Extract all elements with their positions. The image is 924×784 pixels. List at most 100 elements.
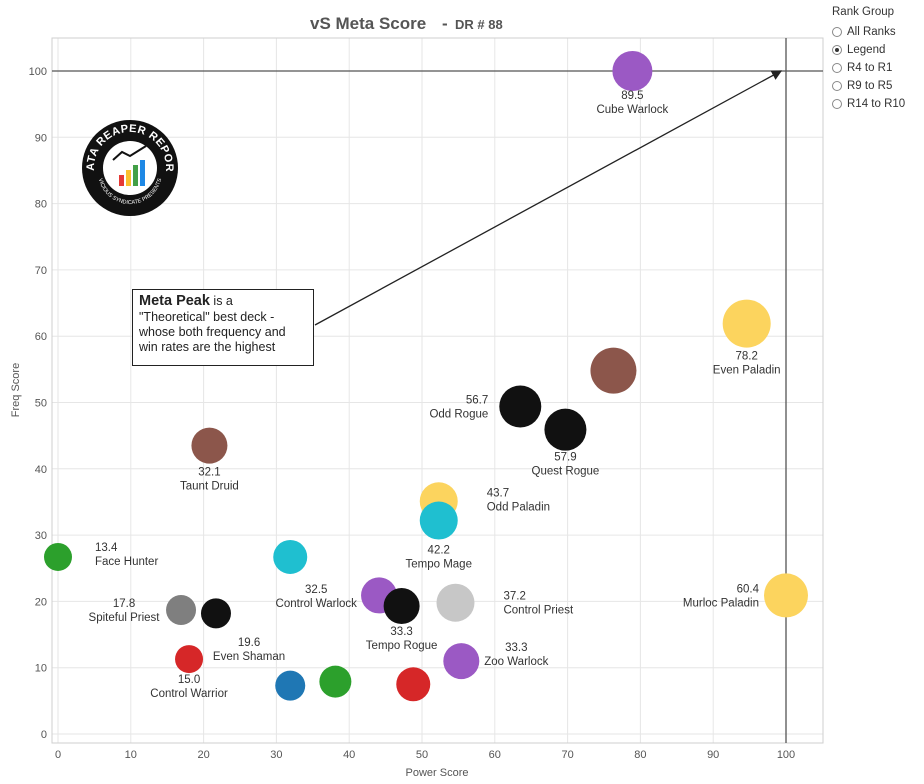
point-score-label: 37.2 (503, 591, 525, 603)
point-score-label: 15.0 (178, 674, 200, 686)
rank-option-r4-r1[interactable]: R4 to R1 (832, 59, 922, 77)
x-tick-label: 100 (777, 749, 795, 761)
point-0[interactable] (612, 51, 653, 91)
point-10[interactable] (764, 573, 808, 618)
logo-inner-circle (103, 141, 157, 195)
point-deck-label: Control Priest (503, 605, 573, 617)
point-14[interactable] (166, 595, 197, 626)
rank-option-label: R14 to R10 (847, 98, 906, 110)
radio-icon[interactable] (832, 99, 842, 109)
annotation-text: is a "Theoretical" best deck - whose bot… (139, 294, 286, 355)
rank-option-label: R4 to R1 (847, 62, 893, 74)
rank-option-r9-r5[interactable]: R9 to R5 (832, 77, 922, 95)
meta-peak-annotation: Meta Peak is a "Theoretical" best deck -… (132, 289, 314, 366)
point-deck-label: Zoo Warlock (484, 656, 548, 668)
rank-group-legend: Rank Group All Ranks Legend R4 to R1 R9 … (832, 6, 922, 113)
point-deck-label: Cube Warlock (596, 104, 668, 116)
point-score-label: 32.1 (198, 467, 220, 479)
point-1[interactable] (722, 299, 771, 348)
point-score-label: 33.3 (390, 626, 412, 638)
chart-title: vS Meta Score (310, 14, 426, 33)
point-score-label: 32.5 (305, 584, 327, 596)
point-3[interactable] (499, 385, 542, 428)
point-15[interactable] (200, 598, 231, 629)
bar-chart-logo-icon (112, 145, 147, 186)
y-tick-label: 10 (35, 663, 47, 675)
rank-option-label: All Ranks (847, 26, 896, 38)
y-tick-label: 40 (35, 464, 47, 476)
data-reaper-logo: DATA REAPER REPORT VICIOUS SYNDICATE PRE… (76, 118, 178, 216)
x-tick-label: 0 (55, 749, 61, 761)
point-deck-label: Murloc Paladin (683, 597, 759, 609)
point-18[interactable] (319, 665, 352, 698)
labels-layer: 89.5 Cube Warlock 78.2 Even Paladin 56.7 Odd … (89, 90, 781, 700)
point-deck-label: Odd Paladin (487, 501, 550, 513)
point-deck-label: Even Paladin (713, 365, 781, 377)
radio-icon[interactable] (832, 27, 842, 37)
point-score-label: 42.2 (428, 545, 450, 557)
point-deck-label: Face Hunter (95, 556, 158, 568)
point-score-label: 56.7 (466, 394, 488, 406)
point-score-label: 17.8 (113, 598, 135, 610)
point-13[interactable] (383, 588, 420, 625)
point-deck-label: Control Warlock (276, 598, 358, 610)
point-2[interactable] (590, 347, 637, 394)
rank-option-label: Legend (847, 44, 886, 56)
x-tick-label: 90 (707, 749, 719, 761)
y-tick-label: 100 (29, 66, 47, 78)
chart-subtitle: DR # 88 (455, 17, 503, 32)
annotation-bold: Meta Peak (139, 293, 210, 309)
point-deck-label: Tempo Mage (406, 559, 472, 571)
x-tick-label: 30 (270, 749, 282, 761)
y-tick-label: 30 (35, 530, 47, 542)
point-deck-label: Control Warrior (150, 688, 228, 700)
title-separator: - (442, 14, 448, 33)
x-tick-label: 40 (343, 749, 355, 761)
x-tick-label: 70 (561, 749, 573, 761)
y-tick-label: 0 (41, 729, 47, 741)
rank-option-all-ranks[interactable]: All Ranks (832, 23, 922, 41)
point-12[interactable] (436, 583, 475, 622)
x-tick-label: 10 (125, 749, 137, 761)
point-deck-label: Even Shaman (213, 651, 285, 663)
point-19[interactable] (275, 670, 306, 701)
y-tick-label: 70 (35, 265, 47, 277)
point-score-label: 57.9 (554, 452, 576, 464)
point-deck-label: Spiteful Priest (89, 612, 161, 624)
point-20[interactable] (396, 667, 431, 702)
rank-option-legend[interactable]: Legend (832, 41, 922, 59)
radio-selected-icon[interactable] (832, 45, 842, 55)
legend-title: Rank Group (832, 6, 895, 18)
point-score-label: 19.6 (238, 637, 260, 649)
x-tick-label: 50 (416, 749, 428, 761)
point-5[interactable] (191, 427, 228, 464)
point-score-label: 60.4 (737, 583, 760, 595)
point-17[interactable] (443, 643, 480, 680)
point-score-label: 43.7 (487, 487, 509, 499)
point-deck-label: Tempo Rogue (366, 640, 438, 652)
point-16[interactable] (175, 645, 204, 674)
y-tick-label: 90 (35, 132, 47, 144)
rank-option-r14-r10[interactable]: R14 to R10 (832, 95, 922, 113)
radio-icon[interactable] (832, 81, 842, 91)
x-tick-label: 60 (489, 749, 501, 761)
point-9[interactable] (273, 539, 308, 574)
y-tick-label: 80 (35, 199, 47, 211)
point-deck-label: Quest Rogue (532, 466, 600, 478)
x-tick-label: 20 (197, 749, 209, 761)
meta-peak-arrow (314, 70, 783, 326)
radio-icon[interactable] (832, 63, 842, 73)
meta-peak-lines (52, 38, 823, 743)
point-4[interactable] (544, 408, 587, 451)
point-score-label: 33.3 (505, 642, 527, 654)
point-8[interactable] (44, 542, 72, 571)
tick-layer: 0 10 20 30 40 50 60 70 80 90 100 0 10 20 30 40 50 60 70 80 9… (29, 66, 796, 761)
x-axis-title: Power Score (406, 767, 469, 779)
points-layer (44, 51, 808, 702)
point-deck-label: Odd Rogue (429, 408, 488, 420)
point-7[interactable] (419, 501, 458, 540)
rank-option-label: R9 to R5 (847, 80, 893, 92)
point-deck-label: Taunt Druid (180, 481, 239, 493)
point-score-label: 13.4 (95, 542, 118, 554)
